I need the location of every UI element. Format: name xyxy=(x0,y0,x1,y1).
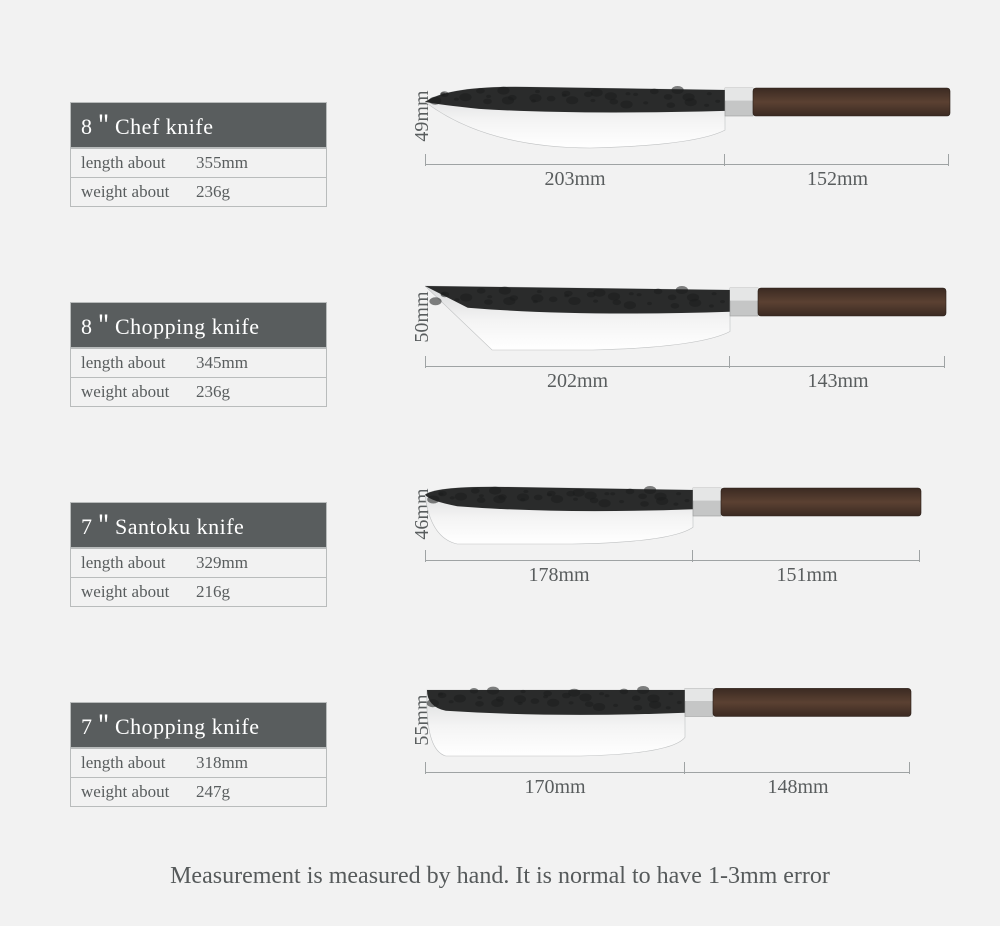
knife-illustration xyxy=(425,480,925,548)
spec-row-weight: weight about 236g xyxy=(71,377,326,406)
spec-value: 216g xyxy=(196,582,230,602)
spec-label: length about xyxy=(81,353,196,373)
handle-length-label: 151mm xyxy=(693,564,921,587)
knife-block: 46mm xyxy=(425,480,950,548)
spec-row-weight: weight about 216g xyxy=(71,577,326,606)
spec-value: 236g xyxy=(196,382,230,402)
knife-block: 55mm xyxy=(425,680,950,760)
dimension-labels: 202mm 143mm xyxy=(425,370,950,393)
knife-illustration xyxy=(425,80,954,152)
blade-length-label: 170mm xyxy=(425,776,685,799)
knife-title: 7＂Santoku knife xyxy=(71,503,326,548)
spec-table: 8＂Chopping knife length about 345mm weig… xyxy=(70,302,327,407)
blade-length-label: 203mm xyxy=(425,168,725,191)
spec-label: length about xyxy=(81,753,196,773)
spec-value: 355mm xyxy=(196,153,248,173)
dimension-line xyxy=(425,550,950,562)
spec-label: weight about xyxy=(81,382,196,402)
dimension-labels: 203mm 152mm xyxy=(425,168,950,191)
blade-length-label: 202mm xyxy=(425,370,730,393)
spec-value: 318mm xyxy=(196,753,248,773)
spec-table: 7＂Chopping knife length about 318mm weig… xyxy=(70,702,327,807)
blade-length-label: 178mm xyxy=(425,564,693,587)
spec-row-length: length about 355mm xyxy=(71,148,326,177)
spec-table: 8＂Chef knife length about 355mm weight a… xyxy=(70,102,327,207)
spec-label: weight about xyxy=(81,582,196,602)
knife-title: 8＂Chef knife xyxy=(71,103,326,148)
spec-label: weight about xyxy=(81,782,196,802)
spec-row-length: length about 345mm xyxy=(71,348,326,377)
spec-label: length about xyxy=(81,553,196,573)
spec-value: 329mm xyxy=(196,553,248,573)
knife-image-row xyxy=(425,480,950,548)
dimension-line xyxy=(425,762,950,774)
handle-length-label: 148mm xyxy=(685,776,911,799)
knife-block: 49mm xyxy=(425,80,950,152)
dimension-line xyxy=(425,356,950,368)
footer-note: Measurement is measured by hand. It is n… xyxy=(0,863,1000,890)
dimension-line xyxy=(425,154,950,166)
spec-label: length about xyxy=(81,153,196,173)
knife-image-row xyxy=(425,280,950,354)
handle-length-label: 152mm xyxy=(725,168,950,191)
handle-length-label: 143mm xyxy=(730,370,946,393)
dimension-labels: 178mm 151mm xyxy=(425,564,950,587)
spec-value: 247g xyxy=(196,782,230,802)
spec-row-length: length about 329mm xyxy=(71,548,326,577)
spec-label: weight about xyxy=(81,182,196,202)
spec-value: 345mm xyxy=(196,353,248,373)
spec-row-weight: weight about 236g xyxy=(71,177,326,206)
spec-row-length: length about 318mm xyxy=(71,748,326,777)
knife-title: 7＂Chopping knife xyxy=(71,703,326,748)
knife-block: 50mm xyxy=(425,280,950,354)
dimension-labels: 170mm 148mm xyxy=(425,776,950,799)
knife-title: 8＂Chopping knife xyxy=(71,303,326,348)
knife-image-row xyxy=(425,680,950,760)
spec-row-weight: weight about 247g xyxy=(71,777,326,806)
knife-illustration xyxy=(425,680,915,760)
spec-table: 7＂Santoku knife length about 329mm weigh… xyxy=(70,502,327,607)
knife-illustration xyxy=(425,280,950,354)
knife-image-row xyxy=(425,80,950,152)
spec-value: 236g xyxy=(196,182,230,202)
